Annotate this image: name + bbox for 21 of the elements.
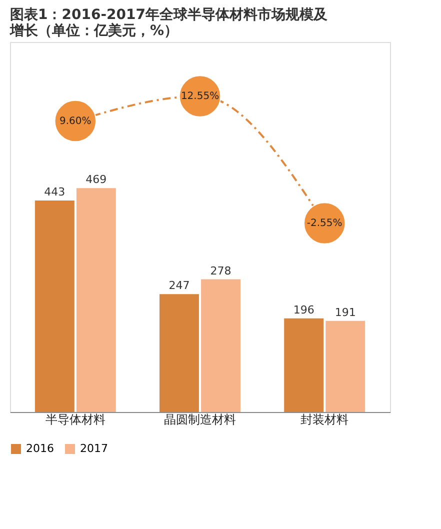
bar (284, 318, 324, 412)
bar (76, 188, 116, 412)
data-label: 469 (86, 173, 107, 186)
legend-label: 2017 (80, 442, 108, 455)
bar (201, 279, 240, 412)
bar (326, 320, 366, 412)
data-label: 278 (210, 264, 232, 278)
x-tick-label: 半导体材料 (45, 412, 106, 426)
data-label: -2.55% (306, 218, 342, 230)
bar (34, 200, 74, 412)
data-label: 443 (44, 186, 66, 199)
data-label: 247 (168, 279, 190, 292)
data-label: 9.60% (60, 116, 92, 128)
x-tick-label: 晶圆制造材料 (164, 412, 236, 426)
data-label: 196 (293, 303, 314, 316)
legend-label: 2016 (26, 442, 54, 455)
bar (160, 294, 199, 412)
chart-title: 图表1：2016-2017年全球半导体材料市场规模及增长（单位：亿美元，%） (9, 6, 328, 39)
data-label: 12.55% (180, 91, 220, 102)
data-label: 191 (334, 306, 356, 319)
x-tick-label: 封装材料 (300, 412, 349, 426)
